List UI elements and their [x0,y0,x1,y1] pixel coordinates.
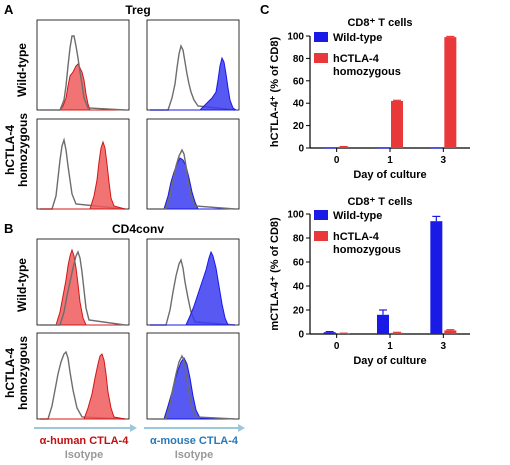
x-axis-label: Day of culture [353,169,426,181]
x-tick-label: 0 [334,155,340,166]
panel-a-letter: A [4,2,14,17]
isotype-histogram-line [150,148,236,210]
bar-chart-top: CD8⁺ T cells 0 20 40 60 80 100 hCTLA-4⁺ (% of C… [269,17,470,181]
legend-swatch [314,210,328,220]
footer-isotype-right: Isotype [175,449,214,461]
panel-c-letter: C [260,2,270,17]
bar [377,148,389,149]
histogram-a-wt-mouse [146,19,240,111]
bar [391,332,403,334]
legend-label: hCTLA-4 [333,53,380,65]
panel-b-title: CD4conv [112,222,164,236]
y-tick-label: 20 [293,121,305,132]
chart-title: CD8⁺ T cells [347,17,412,29]
legend-label: hCTLA-4 [333,231,380,243]
histogram-a-homo-mouse [146,118,240,210]
bar [377,314,389,334]
x-tick-label: 3 [441,155,447,166]
y-tick-label: 20 [293,306,305,317]
legend-label-continued: homozygous [333,244,401,256]
panel-a-title: Treg [125,3,150,17]
histogram-b-wt-mouse [146,238,240,326]
red-histogram-fill [40,353,126,420]
histogram-frame [36,332,130,420]
legend-label: Wild-type [333,32,382,44]
histogram-a-homo-human [36,118,130,210]
panel-a-row-label-wildtype: Wild-type [15,43,29,97]
footer-isotype-left: Isotype [65,449,104,461]
isotype-histogram-line [40,350,126,420]
histogram-a-wt-human [36,19,130,111]
y-axis-label: hCTLA-4⁺ (% of CD8) [269,37,281,148]
y-tick-label: 0 [298,144,304,155]
isotype-histogram-line [40,137,126,210]
footer-arrow-blue-head [238,424,245,432]
y-tick-label: 60 [293,76,305,87]
footer-human-ctla4-label: α-human CTLA-4 [40,435,130,447]
legend-label-continued: homozygous [333,66,401,78]
histogram-frame [36,118,130,210]
y-tick-label: 80 [293,234,305,245]
y-tick-label: 100 [287,32,304,43]
bar [444,37,457,149]
panel-b-letter: B [4,221,13,236]
legend-swatch [314,231,328,241]
footer-arrow-red-head [130,424,137,432]
blue-histogram-fill [150,357,236,420]
red-histogram-fill [40,140,126,210]
y-tick-label: 0 [298,330,304,341]
x-tick-label: 0 [334,341,340,352]
panel-b-row-label-homozygous-line2: homozygous [16,336,30,410]
panel-a-row-label-homozygous-line2: homozygous [16,113,30,187]
isotype-histogram-line [150,354,236,420]
bar [323,148,336,149]
blue-histogram-fill [150,250,235,326]
legend-swatch [314,53,328,63]
panel-b-row-label-homozygous: hCTLA-4 homozygous [3,336,30,410]
bar [323,332,336,334]
isotype-histogram-line [40,250,126,326]
histogram-b-homo-mouse [146,332,240,420]
x-tick-label: 1 [387,341,393,352]
y-tick-label: 100 [287,210,304,221]
blue-histogram-fill [150,56,238,111]
footer-mouse-ctla4-label: α-mouse CTLA-4 [150,435,239,447]
bar [391,100,403,148]
x-tick-label: 1 [387,155,393,166]
y-axis-label: mCTLA-4⁺ (% of CD8) [269,217,281,331]
y-tick-label: 40 [293,282,305,293]
y-tick-label: 60 [293,258,305,269]
isotype-histogram-line [150,257,236,326]
x-axis-label: Day of culture [353,355,426,367]
y-tick-label: 80 [293,54,305,65]
bar [430,221,443,334]
chart-title: CD8⁺ T cells [347,196,412,208]
isotype-histogram-line [150,43,236,111]
y-tick-label: 40 [293,99,305,110]
panel-a-row-label-homozygous: hCTLA-4 homozygous [3,113,30,187]
bar-chart-bottom: CD8⁺ T cells 0 20 40 60 80 100 mCTLA-4⁺ (% of C… [269,196,470,367]
histogram-b-wt-human [36,238,130,326]
legend-label: Wild-type [333,210,382,222]
bar [337,146,350,148]
bar [444,330,457,334]
panel-b-row-label-wildtype: Wild-type [15,258,29,312]
panel-a-row-label-homozygous-line1: hCTLA-4 [3,125,17,175]
bar [430,148,443,149]
red-histogram-fill [40,248,125,326]
x-tick-label: 3 [441,341,447,352]
histogram-b-homo-human [36,332,130,420]
panel-b-row-label-homozygous-line1: hCTLA-4 [3,348,17,398]
isotype-histogram-line [40,35,126,111]
legend-swatch [314,32,328,42]
